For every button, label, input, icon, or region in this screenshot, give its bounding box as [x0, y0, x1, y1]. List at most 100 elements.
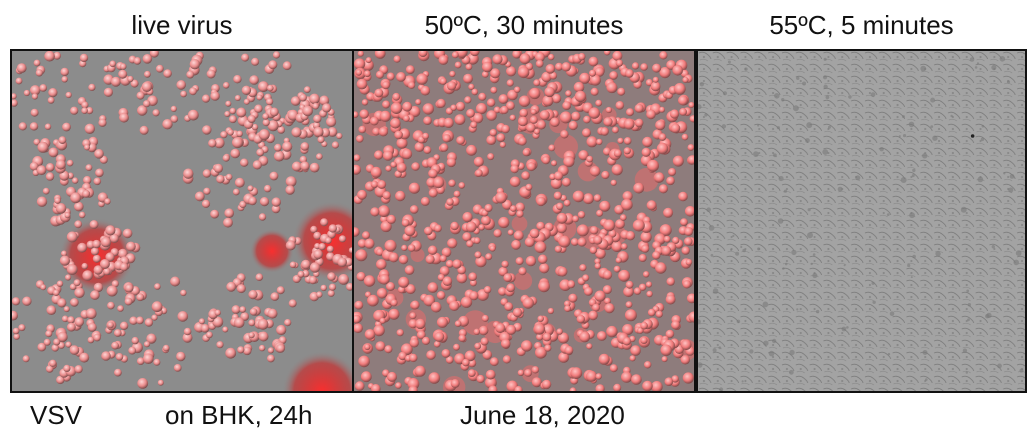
cell-mark — [997, 363, 1002, 369]
cell-mark — [381, 81, 390, 90]
cell-mark — [111, 280, 119, 288]
cell-mark — [654, 172, 665, 183]
cell-mark — [269, 107, 279, 117]
cell-mark — [396, 137, 408, 149]
cell-mark — [706, 207, 711, 212]
cell-mark — [647, 159, 659, 172]
cell-mark — [87, 336, 95, 344]
cell-mark — [623, 147, 631, 155]
cell-mark — [155, 64, 164, 73]
cell-mark — [604, 297, 611, 305]
cell-mark — [92, 239, 101, 249]
cell-mark — [822, 75, 828, 80]
cell-mark — [100, 236, 112, 248]
cell-mark — [369, 116, 379, 126]
cell-mark — [176, 80, 186, 90]
cell-mark — [415, 99, 422, 105]
cell-mark — [518, 116, 528, 127]
cell-mark — [533, 79, 541, 87]
cell-mark — [382, 191, 391, 200]
cell-mark — [678, 95, 688, 106]
cell-mark — [242, 346, 252, 356]
cell-mark — [475, 169, 483, 177]
cell-mark — [18, 324, 26, 332]
cell-mark — [466, 108, 475, 118]
cell-mark — [374, 51, 386, 59]
cell-mark — [362, 59, 374, 71]
cell-mark — [214, 309, 221, 316]
cell-mark — [788, 369, 794, 375]
cell-mark — [183, 168, 194, 179]
cell-mark — [361, 99, 369, 106]
cell-mark — [620, 214, 627, 221]
cell-mark — [615, 219, 625, 229]
cell-mark — [909, 212, 915, 219]
cell-mark — [364, 238, 375, 249]
cell-mark — [87, 322, 97, 332]
cell-mark — [577, 161, 599, 182]
cell-mark — [464, 96, 472, 104]
cell-mark — [682, 76, 689, 83]
cell-mark — [374, 88, 384, 98]
cell-mark — [489, 357, 499, 367]
cell-mark — [555, 62, 563, 71]
cell-mark — [810, 262, 813, 266]
cell-mark — [355, 69, 362, 76]
cell-mark — [593, 235, 603, 245]
cell-mark — [791, 249, 797, 256]
cell-mark — [558, 332, 569, 344]
cell-mark — [516, 210, 524, 218]
cell-mark — [403, 115, 410, 122]
cell-mark — [489, 129, 497, 137]
cell-mark — [30, 85, 41, 96]
cell-mark — [698, 319, 701, 325]
cell-mark — [327, 272, 336, 281]
cell-mark — [659, 106, 665, 113]
cell-mark — [77, 242, 87, 253]
cell-mark — [263, 184, 272, 193]
cell-mark — [290, 96, 301, 106]
cell-mark — [40, 284, 47, 291]
cell-mark — [744, 67, 748, 71]
cell-mark — [496, 133, 506, 142]
cell-mark — [88, 83, 96, 91]
cell-mark — [749, 349, 754, 354]
cell-mark — [605, 106, 612, 114]
cell-mark — [594, 290, 606, 302]
cell-mark — [510, 164, 519, 174]
cell-mark — [612, 51, 623, 61]
cell-mark — [558, 235, 571, 248]
cell-mark — [442, 276, 453, 286]
cell-mark — [541, 71, 552, 83]
cell-mark — [117, 248, 128, 259]
cell-mark — [271, 204, 281, 214]
cell-mark — [143, 353, 154, 365]
cell-mark — [598, 353, 610, 365]
cell-mark — [441, 247, 452, 258]
cell-mark — [650, 81, 661, 92]
cell-mark — [630, 345, 641, 356]
cell-mark — [556, 223, 567, 234]
cell-mark — [757, 247, 761, 251]
cell-mark — [910, 276, 913, 279]
cell-mark — [872, 300, 876, 304]
cell-mark — [357, 239, 367, 248]
cell-mark — [284, 319, 292, 327]
cell-mark — [661, 245, 672, 256]
cell-mark — [664, 377, 674, 387]
cell-mark — [633, 287, 642, 295]
cell-mark — [446, 157, 456, 168]
cell-mark — [408, 319, 418, 329]
cell-mark — [783, 189, 788, 193]
cell-mark — [309, 93, 320, 105]
cell-mark — [79, 352, 90, 363]
cell-mark — [617, 137, 624, 144]
cell-mark — [536, 221, 545, 231]
cell-mark — [1013, 259, 1019, 266]
cell-mark — [453, 190, 461, 198]
cell-mark — [774, 93, 780, 99]
cell-mark — [277, 126, 286, 134]
cell-mark — [977, 176, 984, 183]
cell-mark — [189, 59, 200, 70]
cell-mark — [356, 271, 366, 282]
